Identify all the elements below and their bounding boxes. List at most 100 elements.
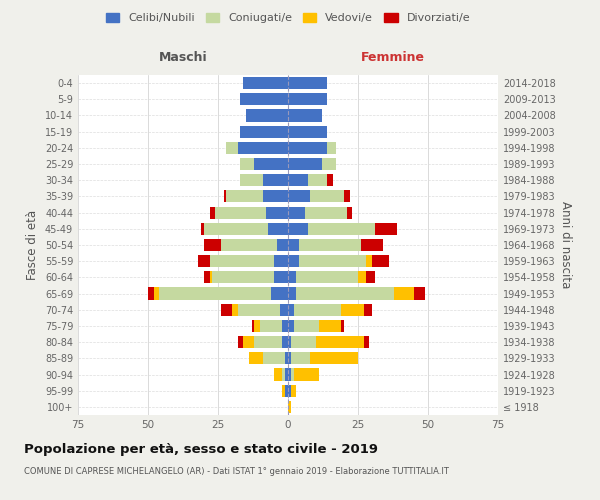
Bar (394, 288, 414, 300)
Bar (266, 206, 288, 218)
Bar (310, 190, 344, 202)
Bar (327, 174, 333, 186)
Bar (288, 206, 305, 218)
Bar (274, 272, 288, 283)
Bar (226, 142, 238, 154)
Bar (364, 336, 369, 348)
Bar (319, 320, 341, 332)
Bar (288, 336, 291, 348)
Text: COMUNE DI CAPRESE MICHELANGELO (AR) - Dati ISTAT 1° gennaio 2019 - Elaborazione : COMUNE DI CAPRESE MICHELANGELO (AR) - Da… (24, 468, 449, 476)
Bar (322, 158, 335, 170)
Bar (241, 126, 288, 138)
Bar (243, 77, 288, 89)
Bar (263, 352, 285, 364)
Bar (209, 206, 215, 218)
Bar (341, 320, 344, 332)
Bar (241, 93, 288, 106)
Bar (288, 110, 322, 122)
Bar (283, 320, 288, 332)
Bar (367, 272, 375, 283)
Bar (280, 304, 288, 316)
Bar (204, 272, 209, 283)
Bar (293, 368, 319, 380)
Bar (241, 174, 263, 186)
Bar (341, 304, 364, 316)
Bar (254, 336, 283, 348)
Bar (224, 190, 226, 202)
Bar (238, 336, 243, 348)
Bar (327, 142, 335, 154)
Bar (288, 304, 293, 316)
Bar (291, 368, 293, 380)
Bar (285, 352, 288, 364)
Bar (414, 288, 425, 300)
Bar (288, 352, 291, 364)
Bar (372, 255, 389, 268)
Bar (291, 352, 310, 364)
Bar (293, 320, 319, 332)
Bar (221, 239, 277, 251)
Bar (364, 304, 372, 316)
Bar (199, 255, 209, 268)
Bar (347, 206, 352, 218)
Bar (288, 126, 327, 138)
Bar (288, 255, 299, 268)
Bar (288, 158, 322, 170)
Bar (148, 288, 154, 300)
Bar (288, 384, 291, 397)
Bar (232, 304, 238, 316)
Bar (291, 336, 316, 348)
Bar (296, 272, 358, 283)
Bar (296, 288, 394, 300)
Bar (288, 401, 291, 413)
Bar (246, 110, 288, 122)
Bar (212, 272, 274, 283)
Bar (260, 320, 283, 332)
Bar (288, 190, 310, 202)
Bar (305, 206, 347, 218)
Text: Maschi: Maschi (158, 50, 208, 64)
Bar (288, 77, 327, 89)
Bar (283, 384, 285, 397)
Bar (274, 255, 288, 268)
Y-axis label: Anni di nascita: Anni di nascita (559, 202, 572, 288)
Y-axis label: Fasce di età: Fasce di età (26, 210, 39, 280)
Bar (268, 222, 288, 235)
Bar (201, 222, 204, 235)
Bar (285, 368, 288, 380)
Bar (288, 142, 327, 154)
Bar (299, 255, 367, 268)
Bar (288, 174, 308, 186)
Bar (263, 190, 288, 202)
Bar (274, 368, 283, 380)
Bar (241, 158, 254, 170)
Bar (204, 239, 221, 251)
Bar (154, 288, 159, 300)
Bar (288, 93, 327, 106)
Bar (293, 304, 341, 316)
Bar (288, 222, 308, 235)
Bar (226, 190, 263, 202)
Text: Femmine: Femmine (361, 50, 425, 64)
Bar (361, 239, 383, 251)
Text: Popolazione per età, sesso e stato civile - 2019: Popolazione per età, sesso e stato civil… (24, 442, 378, 456)
Bar (277, 239, 288, 251)
Bar (209, 272, 212, 283)
Bar (221, 304, 232, 316)
Bar (358, 272, 367, 283)
Bar (254, 158, 288, 170)
Bar (310, 352, 358, 364)
Bar (159, 288, 271, 300)
Bar (367, 255, 372, 268)
Bar (299, 239, 361, 251)
Bar (288, 239, 299, 251)
Bar (238, 142, 288, 154)
Bar (288, 320, 293, 332)
Bar (254, 320, 260, 332)
Bar (209, 255, 274, 268)
Bar (308, 174, 327, 186)
Bar (316, 336, 364, 348)
Bar (251, 320, 254, 332)
Bar (263, 174, 288, 186)
Bar (375, 222, 397, 235)
